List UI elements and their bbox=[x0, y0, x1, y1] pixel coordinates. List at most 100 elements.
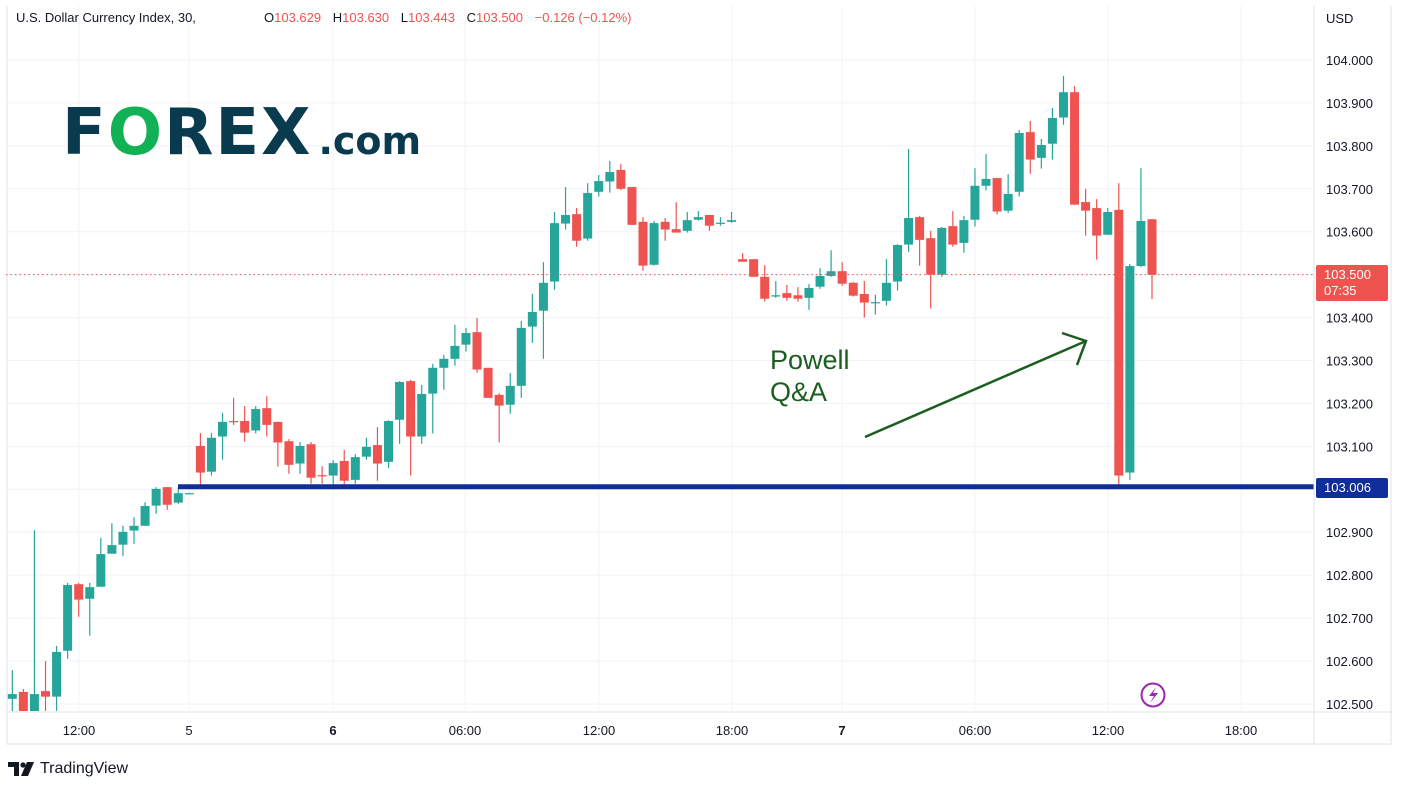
candle bbox=[738, 253, 748, 262]
candle bbox=[649, 220, 659, 266]
candle bbox=[18, 688, 28, 711]
candle-body bbox=[417, 393, 427, 437]
candle bbox=[516, 321, 526, 398]
lightning-icon[interactable] bbox=[1140, 682, 1166, 708]
candle-body bbox=[284, 441, 294, 465]
candle-body bbox=[251, 409, 261, 431]
candle-body bbox=[915, 217, 925, 240]
candle-body bbox=[671, 229, 681, 233]
y-tick-label: 102.600 bbox=[1326, 654, 1373, 669]
candle-body bbox=[406, 381, 416, 437]
candle-body bbox=[837, 271, 847, 284]
candle-body bbox=[638, 221, 648, 266]
candle-body bbox=[1003, 193, 1013, 211]
grid bbox=[6, 6, 1314, 712]
candle bbox=[837, 262, 847, 286]
candle-body bbox=[760, 276, 770, 299]
candle-body bbox=[594, 181, 604, 192]
candle bbox=[173, 487, 183, 504]
candle-body bbox=[704, 214, 714, 226]
candle-body bbox=[1070, 92, 1080, 205]
candle-body bbox=[195, 445, 205, 473]
candle-body bbox=[616, 169, 626, 189]
candle-body bbox=[494, 394, 504, 406]
candle bbox=[395, 381, 405, 444]
candle-body bbox=[1014, 132, 1024, 192]
y-tick-label: 103.700 bbox=[1326, 182, 1373, 197]
candle bbox=[1147, 218, 1157, 300]
candle bbox=[1136, 168, 1146, 267]
symbol-title: U.S. Dollar Currency Index, 30, bbox=[16, 10, 196, 25]
support-price-label: 103.006 bbox=[1316, 478, 1388, 498]
candle-body bbox=[693, 217, 703, 220]
candle-body bbox=[262, 408, 272, 425]
candle-body bbox=[793, 295, 803, 299]
candle bbox=[151, 487, 161, 514]
candle-body bbox=[572, 214, 582, 241]
candle-body bbox=[1081, 202, 1091, 211]
candle bbox=[107, 523, 117, 554]
candle-body bbox=[926, 238, 936, 275]
last-price-label: 103.500 07:35 bbox=[1316, 265, 1388, 301]
candle-body bbox=[328, 463, 338, 476]
x-tick-label: 18:00 bbox=[716, 723, 749, 738]
candle-body bbox=[527, 311, 537, 327]
candle bbox=[727, 211, 737, 223]
candle bbox=[904, 148, 914, 252]
candle bbox=[483, 367, 493, 398]
candle-body bbox=[583, 193, 593, 239]
candle-body bbox=[29, 694, 39, 711]
candle bbox=[450, 324, 460, 366]
candle-body bbox=[505, 385, 515, 405]
y-tick-label: 104.000 bbox=[1326, 53, 1373, 68]
candle bbox=[1047, 108, 1057, 160]
candle-body bbox=[151, 488, 161, 506]
candle bbox=[848, 281, 858, 297]
candle-body bbox=[1058, 92, 1068, 118]
change-value: −0.126 (−0.12%) bbox=[534, 10, 632, 25]
bar-countdown: 07:35 bbox=[1324, 283, 1357, 298]
y-tick-label: 103.600 bbox=[1326, 225, 1373, 240]
candle-body bbox=[782, 293, 792, 298]
candle bbox=[306, 442, 316, 484]
candle bbox=[1103, 208, 1113, 235]
candle-body bbox=[18, 691, 28, 711]
candle-body bbox=[937, 227, 947, 275]
chart-frame bbox=[6, 6, 1392, 745]
tradingview-logo-icon bbox=[8, 762, 34, 776]
candle bbox=[948, 211, 958, 247]
high-value: 103.630 bbox=[342, 10, 390, 25]
candle bbox=[494, 393, 504, 443]
x-tick-label: 06:00 bbox=[449, 723, 482, 738]
candle bbox=[1092, 199, 1102, 260]
candle-body bbox=[859, 293, 869, 303]
candle bbox=[472, 318, 482, 373]
candle-body bbox=[1136, 220, 1146, 267]
candle-body bbox=[306, 444, 316, 478]
candle-body bbox=[948, 226, 958, 245]
candle bbox=[1070, 86, 1080, 205]
candle-body bbox=[295, 445, 305, 464]
candle bbox=[782, 284, 792, 301]
candle-body bbox=[350, 457, 360, 480]
candle bbox=[195, 433, 205, 487]
candle bbox=[605, 160, 615, 193]
candle-body bbox=[804, 287, 814, 298]
candle bbox=[29, 530, 39, 711]
candle bbox=[439, 354, 449, 390]
candle bbox=[893, 244, 902, 291]
candle-body bbox=[461, 333, 471, 345]
candle bbox=[118, 525, 128, 556]
candle bbox=[959, 215, 969, 253]
powell-arrow bbox=[864, 331, 1088, 439]
candle bbox=[328, 460, 338, 486]
candle bbox=[184, 492, 194, 495]
candle bbox=[881, 259, 891, 306]
candle bbox=[1114, 183, 1124, 487]
y-tick-label: 102.900 bbox=[1326, 525, 1373, 540]
tradingview-brand[interactable]: TradingView bbox=[8, 760, 128, 778]
candle bbox=[1036, 138, 1046, 169]
candle bbox=[859, 281, 869, 318]
candle-body bbox=[229, 421, 239, 423]
